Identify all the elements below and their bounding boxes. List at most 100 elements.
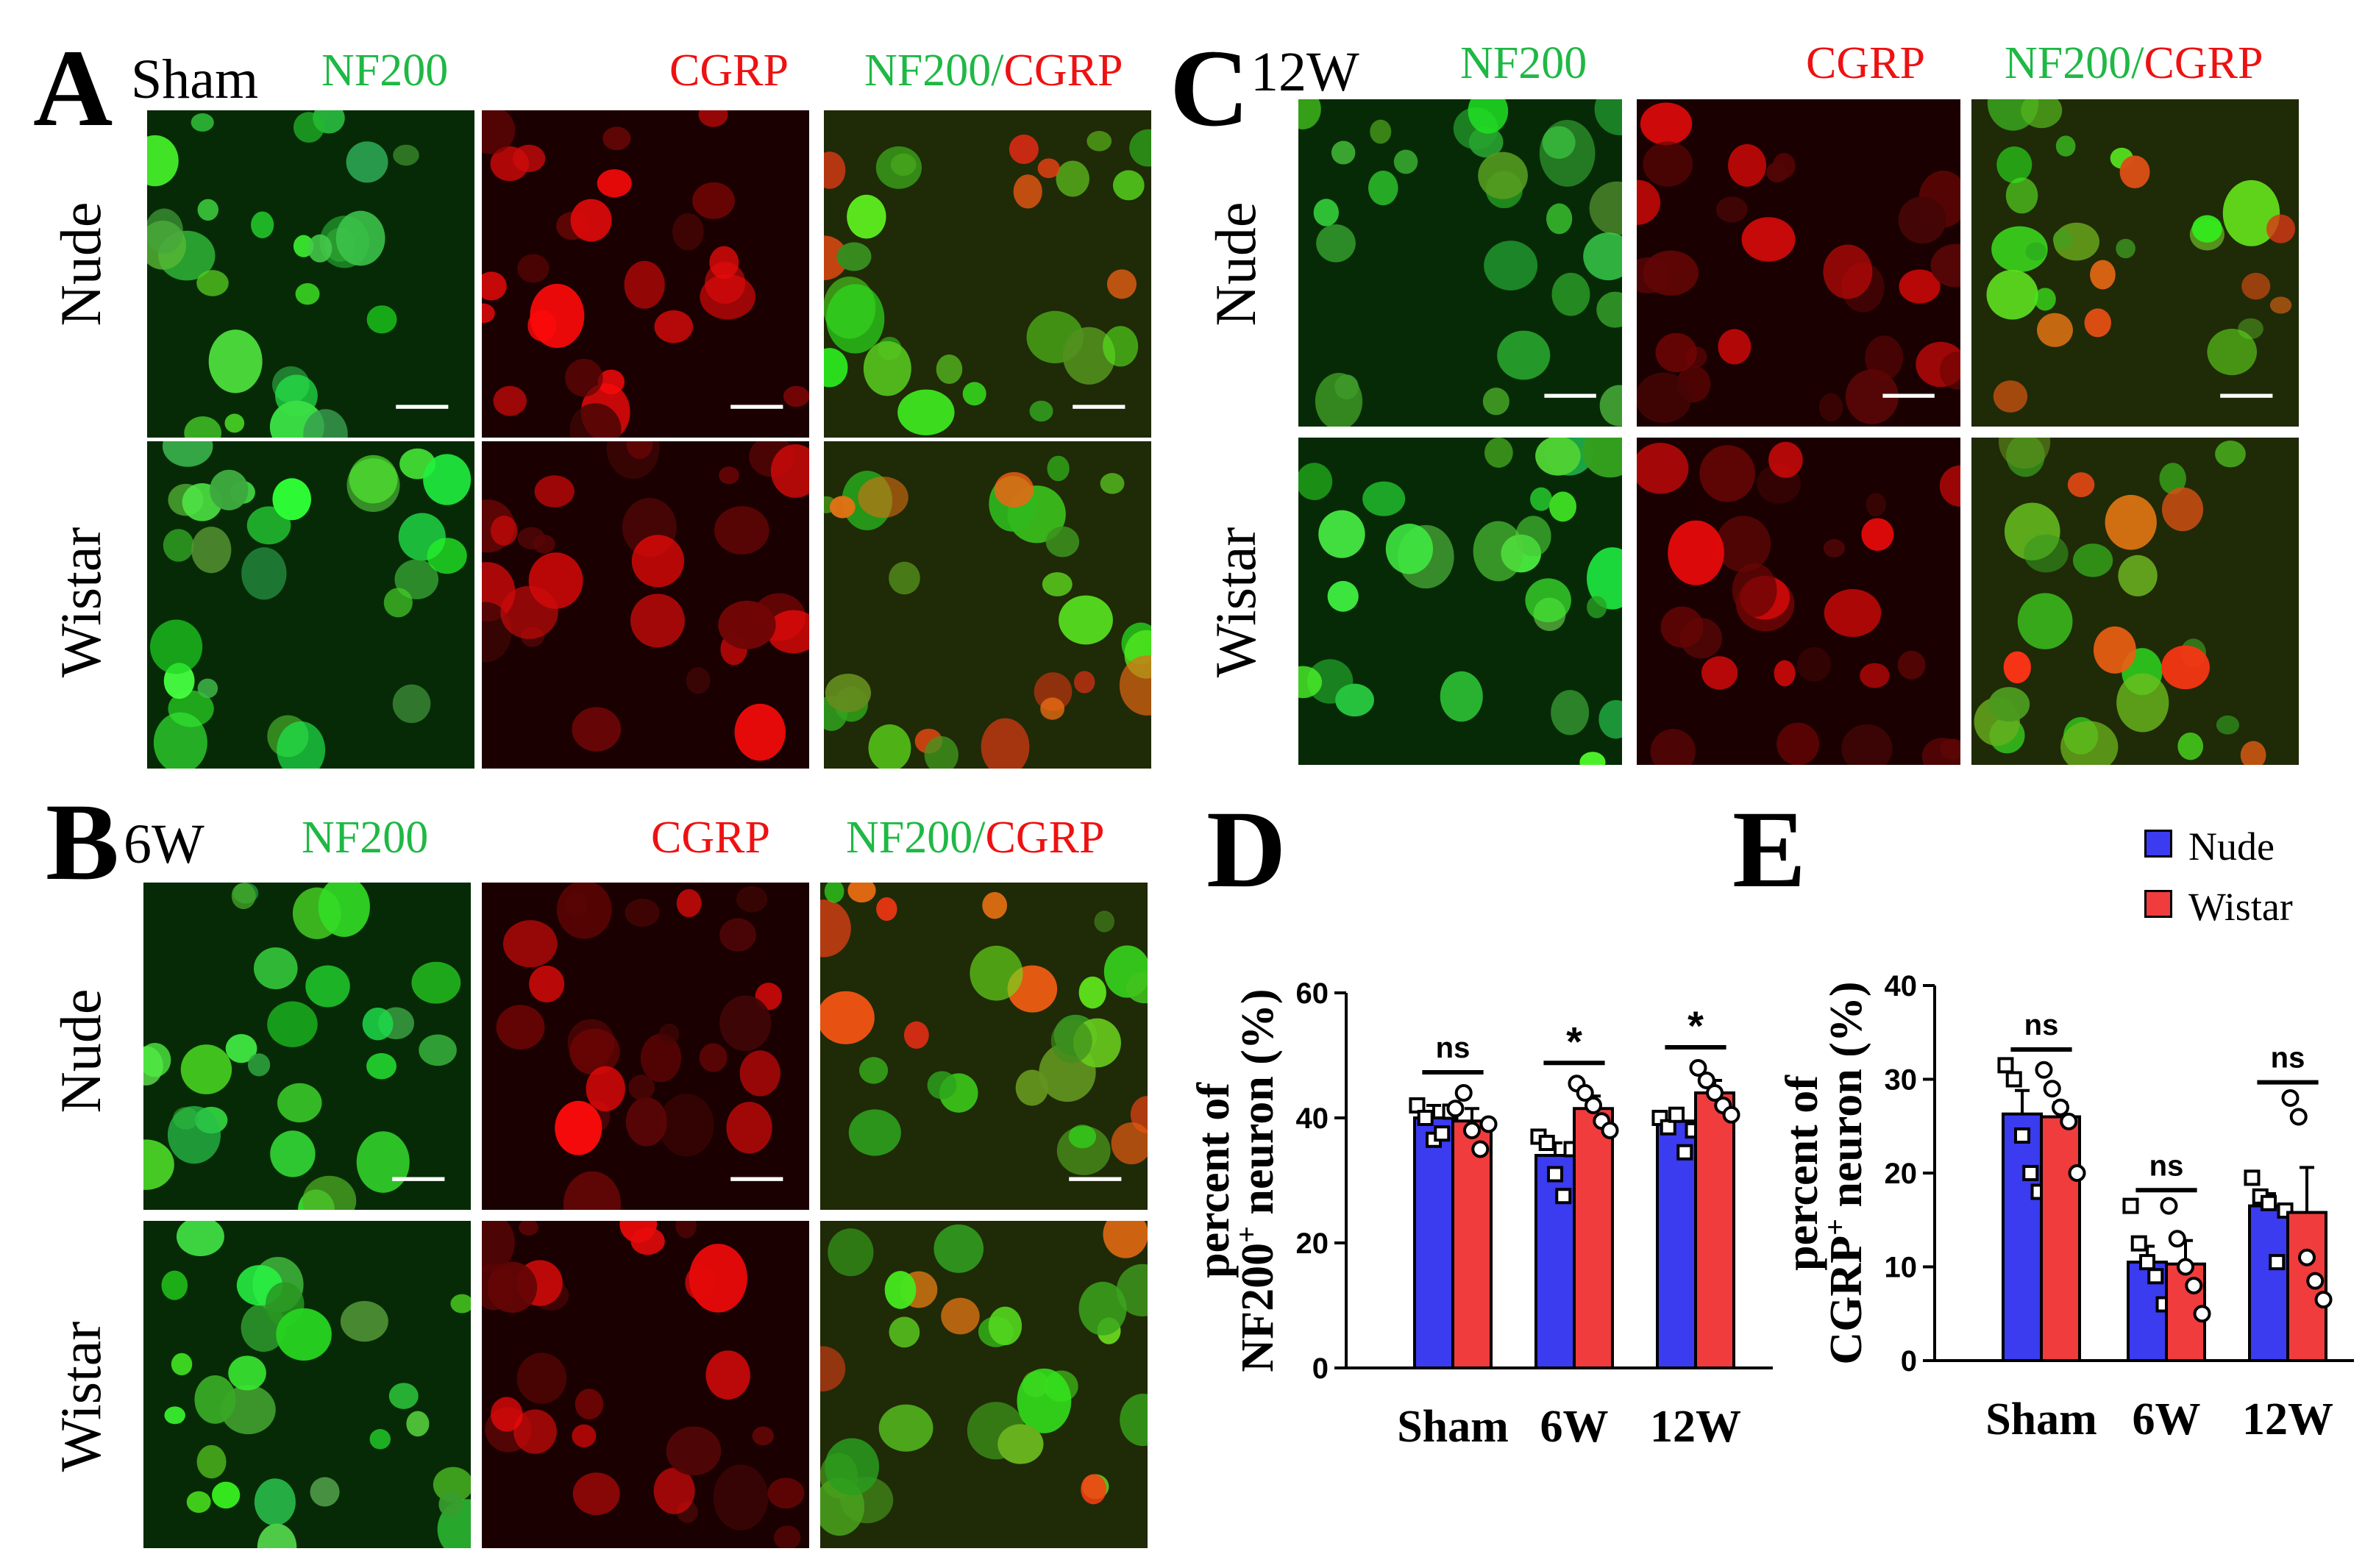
y-tick-label: 60: [1296, 977, 1329, 1010]
data-point: [1434, 1125, 1451, 1142]
merge-label-nf200: NF200: [864, 46, 992, 96]
data-point: [2130, 1235, 2147, 1252]
data-point: [2261, 1194, 2277, 1211]
x-tick-label: Sham: [1985, 1394, 2097, 1444]
data-point: [1555, 1188, 1572, 1205]
panel-label-d: D: [1206, 788, 1287, 910]
micrograph-cgrp: [482, 441, 809, 769]
data-point: [2043, 1080, 2061, 1098]
micrograph-cgrp: [482, 883, 809, 1210]
data-point: [1446, 1100, 1465, 1118]
data-point: [2281, 1089, 2300, 1107]
data-point: [2306, 1272, 2325, 1290]
y-tick-label: 20: [1296, 1227, 1329, 1260]
data-point: [1660, 1119, 1676, 1136]
legend-label-nude: Nude: [2188, 824, 2275, 869]
y-axis-title-line1: percent of: [1189, 1082, 1239, 1278]
data-point: [1538, 1135, 1555, 1151]
timepoint-label-6w: 6W: [124, 813, 205, 875]
y-axis-title-line2: NF200+ neuron (%): [1230, 988, 1284, 1372]
data-point: [1463, 1122, 1481, 1139]
bar-wistar-sham: [2040, 1115, 2081, 1362]
data-point: [2147, 1268, 2164, 1285]
y-tick-label: 0: [1312, 1353, 1329, 1385]
merge-label-nf200: NF200: [2005, 38, 2132, 88]
data-point: [2005, 1071, 2022, 1088]
bar-wistar-6w: [1573, 1107, 1614, 1369]
micrograph-cgrp: [482, 110, 809, 438]
data-point: [2177, 1258, 2194, 1276]
legend-label-wistar: Wistar: [2188, 885, 2293, 929]
significance-label: *: [1687, 1002, 1704, 1049]
data-point: [2193, 1305, 2211, 1323]
micrograph-nf200: [143, 883, 471, 1210]
micrograph-merge: [820, 883, 1148, 1210]
panel-label-a: A: [33, 27, 113, 149]
data-point: [1997, 1057, 2014, 1074]
y-tick-label: 0: [1901, 1345, 1917, 1378]
x-tick-label: 6W: [2133, 1394, 2201, 1444]
data-point: [1697, 1072, 1715, 1089]
data-point: [2269, 1254, 2286, 1271]
data-point: [1585, 1097, 1602, 1114]
merge-label-cgrp: CGRP: [2144, 38, 2263, 88]
channel-label-cgrp: CGRP: [669, 46, 789, 96]
micrograph-nf200: [143, 1221, 471, 1548]
data-point: [2168, 1230, 2186, 1248]
merge-label-slash: /: [2131, 38, 2144, 88]
y-axis-title-line1: percent of: [1777, 1075, 1827, 1271]
data-point: [1689, 1059, 1707, 1077]
significance-label: ns: [2271, 1042, 2305, 1075]
bar-wistar-12w: [1694, 1091, 1735, 1369]
micrograph-merge: [820, 1221, 1148, 1548]
data-point: [1547, 1166, 1563, 1183]
data-point: [2160, 1197, 2178, 1215]
x-tick-label: 12W: [2242, 1394, 2333, 1444]
data-point: [1722, 1105, 1740, 1124]
data-point: [1706, 1084, 1724, 1102]
y-axis-title-line2: CGRP+ neuron (%): [1818, 981, 1872, 1364]
data-point: [1576, 1084, 1594, 1102]
micrograph-merge: [824, 441, 1151, 769]
data-point: [2068, 1164, 2086, 1182]
data-point: [2014, 1127, 2030, 1144]
timepoint-label-sham: Sham: [131, 49, 259, 110]
x-tick-label: 6W: [1540, 1402, 1609, 1452]
bar-nude-sham: [1413, 1116, 1454, 1369]
legend-swatch-wistar: [2144, 890, 2172, 918]
y-tick-label: 20: [1885, 1158, 1918, 1190]
data-point: [2052, 1098, 2069, 1116]
significance-label: *: [1566, 1018, 1582, 1064]
data-point: [2289, 1108, 2308, 1126]
legend-swatch-nude: [2144, 830, 2172, 858]
merge-label-nf200: NF200: [846, 813, 973, 863]
bar-nude-12w: [1656, 1119, 1697, 1369]
panel-label-b: B: [46, 781, 120, 903]
data-point: [1454, 1084, 1473, 1102]
channel-label-nf200: NF200: [1460, 38, 1587, 88]
micrograph-merge: [1971, 99, 2299, 427]
channel-label-merge: NF200/CGRP: [2005, 40, 2263, 86]
channel-label-cgrp: CGRP: [651, 813, 770, 863]
data-point: [2244, 1169, 2261, 1186]
micrograph-nf200: [1298, 438, 1622, 765]
panel-label-c: C: [1170, 27, 1250, 149]
micrograph-cgrp: [1637, 438, 1960, 765]
micrograph-merge: [1971, 438, 2299, 765]
merge-label-slash: /: [991, 46, 1004, 96]
data-point: [2035, 1061, 2053, 1079]
bar-nude-sham: [2002, 1112, 2043, 1363]
data-point: [1471, 1140, 1490, 1158]
data-point: [1601, 1122, 1619, 1139]
x-tick-label: 12W: [1650, 1402, 1741, 1452]
channel-label-nf200: NF200: [321, 46, 449, 96]
significance-label: ns: [1436, 1032, 1470, 1064]
channel-label-merge: NF200/CGRP: [846, 815, 1104, 860]
data-point: [2314, 1291, 2333, 1309]
data-point: [1676, 1144, 1693, 1161]
channel-label-merge: NF200/CGRP: [864, 48, 1123, 93]
bar-nude-12w: [2248, 1204, 2289, 1362]
merge-label-cgrp: CGRP: [985, 813, 1105, 863]
micrograph-nf200: [147, 110, 474, 438]
